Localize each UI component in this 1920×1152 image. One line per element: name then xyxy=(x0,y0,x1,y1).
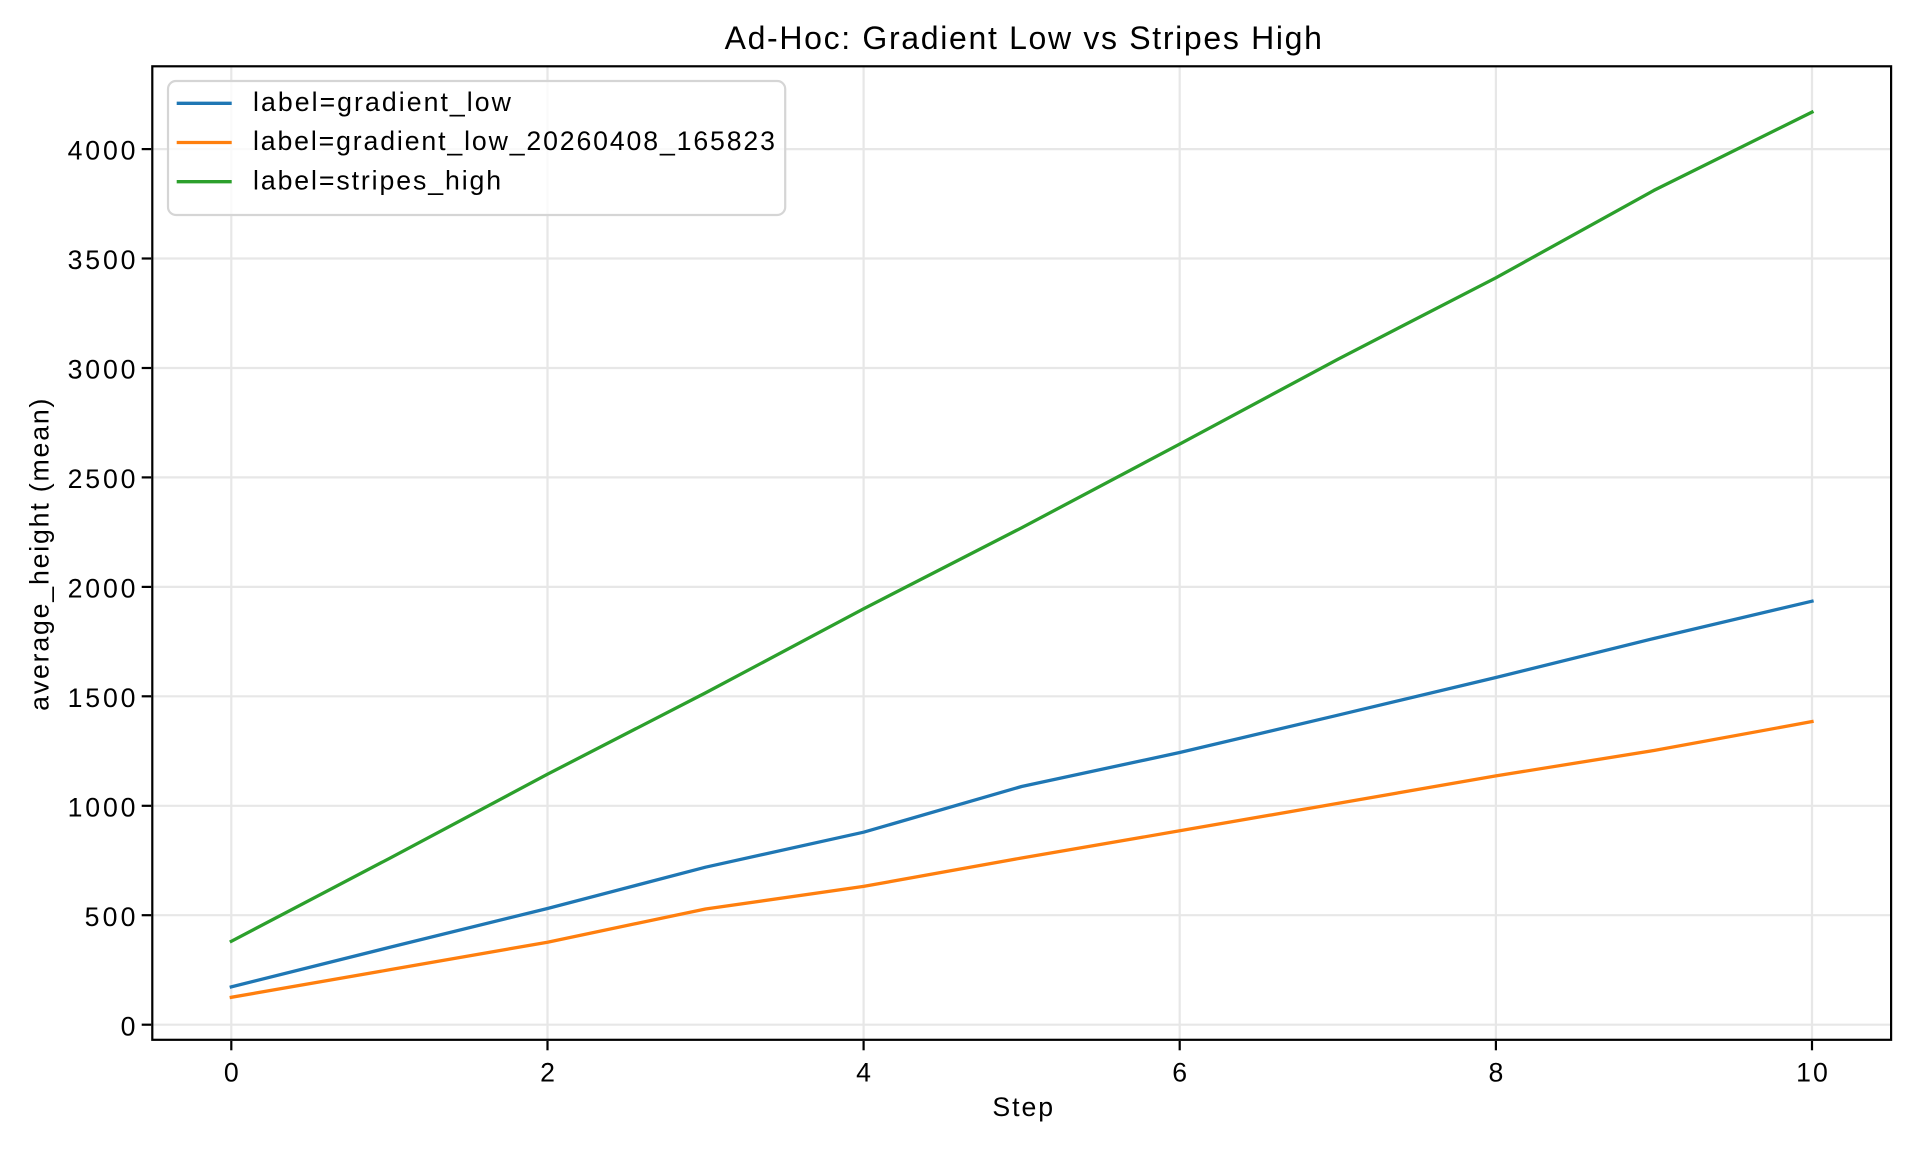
svg-text:label=gradient_low: label=gradient_low xyxy=(253,87,513,117)
svg-text:1000: 1000 xyxy=(68,792,139,822)
svg-text:Ad-Hoc: Gradient Low vs Stripe: Ad-Hoc: Gradient Low vs Stripes High xyxy=(725,20,1324,56)
svg-text:2000: 2000 xyxy=(68,574,139,604)
svg-text:1500: 1500 xyxy=(68,683,139,713)
svg-text:label=stripes_high: label=stripes_high xyxy=(253,165,503,195)
svg-text:2: 2 xyxy=(540,1058,555,1088)
svg-text:8: 8 xyxy=(1488,1058,1503,1088)
svg-text:0: 0 xyxy=(224,1058,239,1088)
svg-text:average_height (mean): average_height (mean) xyxy=(25,397,55,711)
svg-text:2500: 2500 xyxy=(68,464,139,494)
svg-text:0: 0 xyxy=(121,1011,136,1041)
svg-text:500: 500 xyxy=(85,902,139,932)
svg-text:3500: 3500 xyxy=(68,245,139,275)
svg-text:6: 6 xyxy=(1172,1058,1187,1088)
svg-text:10: 10 xyxy=(1796,1058,1830,1088)
svg-text:4: 4 xyxy=(856,1058,871,1088)
svg-text:4000: 4000 xyxy=(68,136,139,166)
svg-text:Step: Step xyxy=(992,1092,1055,1122)
svg-text:3000: 3000 xyxy=(68,355,139,385)
svg-text:label=gradient_low_20260408_16: label=gradient_low_20260408_165823 xyxy=(253,126,777,156)
